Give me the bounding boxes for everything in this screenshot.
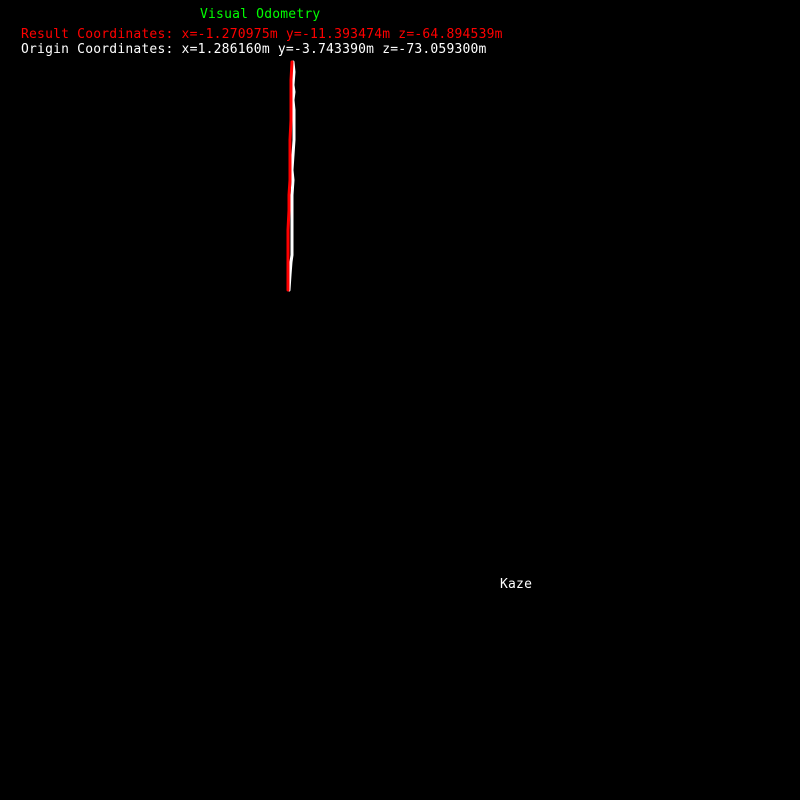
window-title: Visual Odometry [200, 7, 321, 22]
result-x: x=-1.270975m [181, 27, 278, 42]
method-label: Kaze [500, 577, 533, 592]
ground-truth-trajectory [287, 60, 296, 292]
origin-prefix: Origin Coordinates: [21, 42, 174, 57]
origin-z: z=-73.059300m [382, 42, 487, 57]
origin-y: y=-3.743390m [277, 42, 375, 57]
estimated-trajectory [286, 60, 294, 292]
result-y: y=-11.393474m [285, 27, 391, 42]
result-z: z=-64.894539m [398, 27, 503, 42]
origin-x: x=1.286160m [181, 42, 270, 57]
result-prefix: Result Coordinates: [21, 27, 174, 42]
origin-coordinates: Origin Coordinates: x=1.286160m y=-3.743… [21, 42, 487, 57]
result-coordinates: Result Coordinates: x=-1.270975m y=-11.3… [21, 27, 503, 42]
